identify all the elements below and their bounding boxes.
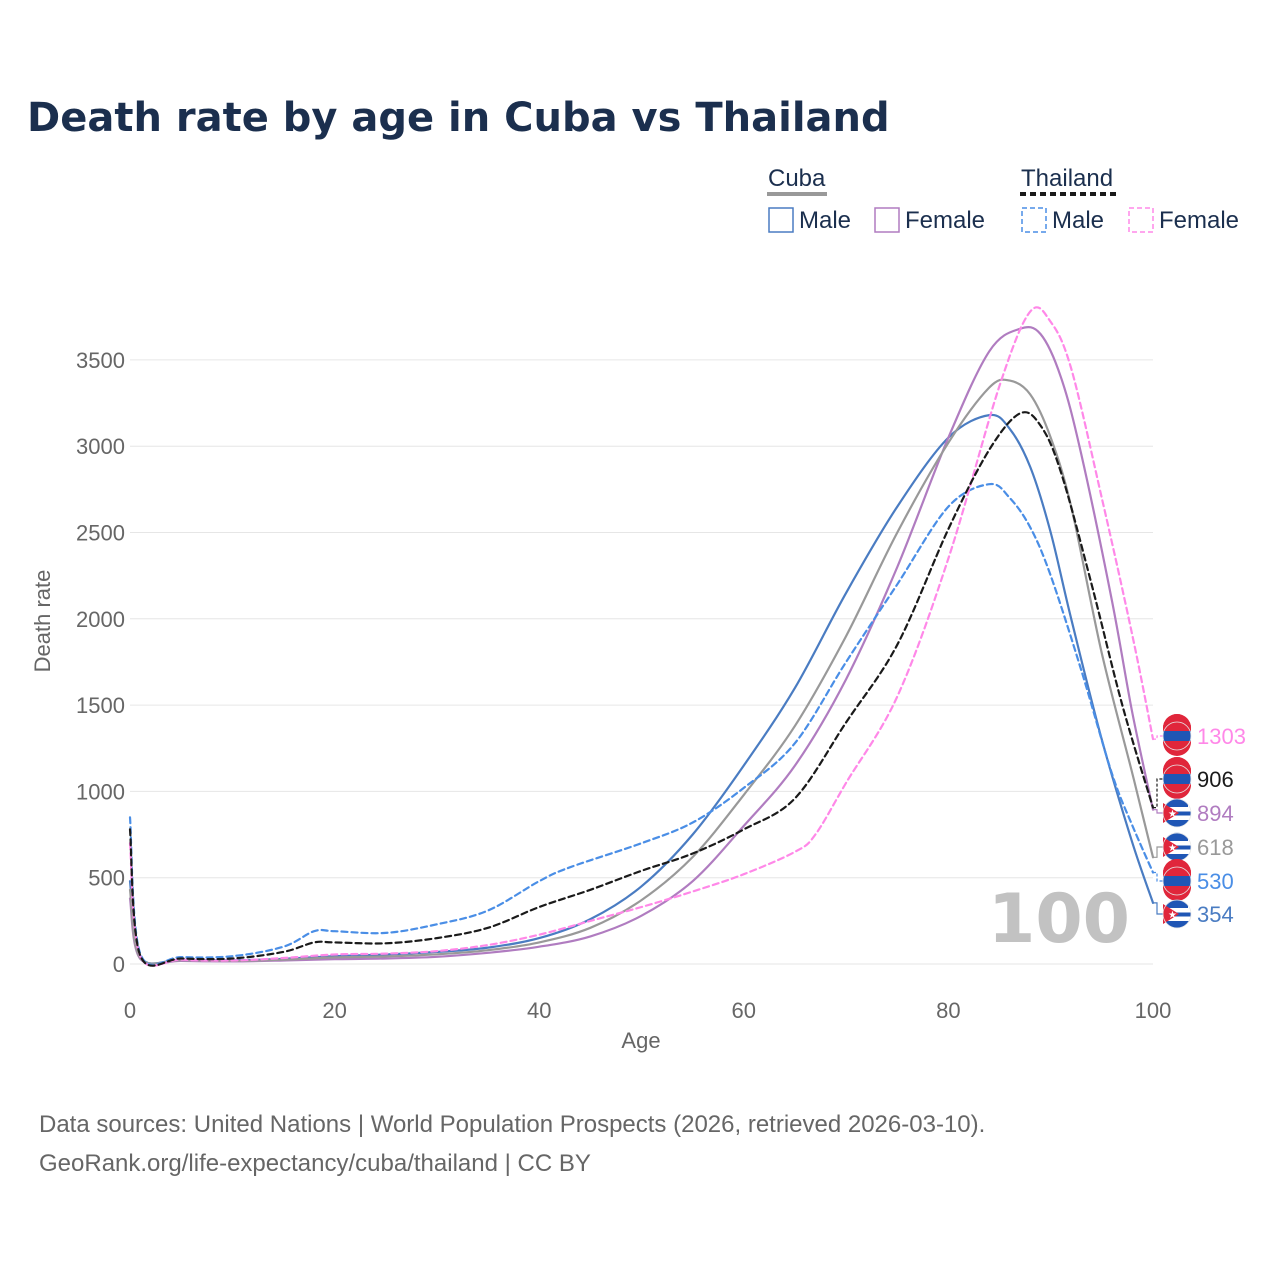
y-axis-title: Death rate xyxy=(30,570,55,673)
svg-text:★: ★ xyxy=(1168,910,1177,921)
source-line: Data sources: United Nations | World Pop… xyxy=(39,1111,985,1138)
attribution-line[interactable]: GeoRank.org/life-expectancy/cuba/thailan… xyxy=(39,1150,591,1177)
end-label-value: 530 xyxy=(1197,869,1234,894)
end-label-value: 1303 xyxy=(1197,724,1246,749)
legend-thailand-female-swatch xyxy=(1128,207,1154,233)
svg-text:★: ★ xyxy=(1168,843,1177,854)
end-label-connector xyxy=(1153,809,1165,814)
end-label-connector xyxy=(1153,902,1165,915)
thailand-flag-icon xyxy=(1162,757,1192,799)
y-tick-label: 3000 xyxy=(76,434,125,459)
grid xyxy=(130,359,1153,965)
end-label-connector xyxy=(1153,778,1165,809)
y-tick-label: 0 xyxy=(113,952,125,977)
legend-group-thailand[interactable]: Thailand Male Female xyxy=(1020,165,1239,234)
end-label-value: 894 xyxy=(1197,801,1234,826)
legend-thailand-male-swatch xyxy=(1021,207,1047,233)
end-label-value: 906 xyxy=(1197,767,1234,792)
legend-thailand-heading: Thailand xyxy=(1021,165,1113,192)
x-tick-label: 40 xyxy=(527,998,551,1023)
cuba-flag-icon: ★ xyxy=(1162,899,1192,929)
x-tick-label: 60 xyxy=(732,998,756,1023)
legend-cuba-female-swatch xyxy=(874,207,900,233)
legend-group-cuba[interactable]: Cuba Male Female xyxy=(767,165,985,234)
legend: Cuba Male Female Thailand Male Female xyxy=(767,165,1239,234)
x-axis-title: Age xyxy=(621,1028,660,1053)
x-axis: 0 20 40 60 80 100 xyxy=(124,998,1171,1023)
year-watermark: 100 xyxy=(988,880,1130,959)
y-tick-label: 3500 xyxy=(76,348,125,373)
series-line-thailand-female[interactable] xyxy=(128,306,1155,967)
y-tick-label: 500 xyxy=(88,866,125,891)
y-tick-label: 2000 xyxy=(76,607,125,632)
legend-cuba-heading: Cuba xyxy=(768,165,826,192)
y-tick-label: 2500 xyxy=(76,521,125,546)
svg-text:★: ★ xyxy=(1168,809,1177,820)
y-axis: 0 500 1000 1500 2000 2500 3000 3500 xyxy=(76,348,125,977)
series-line-thailand-total[interactable] xyxy=(128,411,1155,967)
end-label-connector xyxy=(1153,871,1165,882)
legend-cuba-male-swatch xyxy=(768,207,794,233)
x-tick-label: 0 xyxy=(124,998,136,1023)
end-label-value: 618 xyxy=(1197,835,1234,860)
cuba-flag-icon: ★ xyxy=(1162,832,1192,862)
y-tick-label: 1500 xyxy=(76,693,125,718)
series-line-cuba-female[interactable] xyxy=(128,326,1155,966)
legend-cuba-female-label: Female xyxy=(905,207,985,234)
cuba-flag-icon: ★ xyxy=(1162,798,1192,828)
y-tick-label: 1000 xyxy=(76,779,125,804)
legend-thailand-female-label: Female xyxy=(1159,207,1239,234)
x-tick-label: 80 xyxy=(936,998,960,1023)
thailand-flag-icon xyxy=(1162,859,1192,901)
end-label-connector xyxy=(1153,846,1165,858)
series-line-cuba-total[interactable] xyxy=(128,378,1155,965)
end-label-value: 354 xyxy=(1197,902,1234,927)
x-tick-label: 100 xyxy=(1135,998,1172,1023)
series-line-thailand-male[interactable] xyxy=(128,482,1155,966)
series-lines xyxy=(128,306,1155,967)
end-label-connector xyxy=(1153,735,1165,740)
end-labels: 1303 906 ★ 894 ★ 618 530 ★ 354 xyxy=(1153,714,1246,929)
legend-cuba-male-label: Male xyxy=(799,207,851,234)
chart-title: Death rate by age in Cuba vs Thailand xyxy=(27,95,890,141)
thailand-flag-icon xyxy=(1162,714,1192,756)
x-tick-label: 20 xyxy=(322,998,346,1023)
legend-thailand-male-label: Male xyxy=(1052,207,1104,234)
